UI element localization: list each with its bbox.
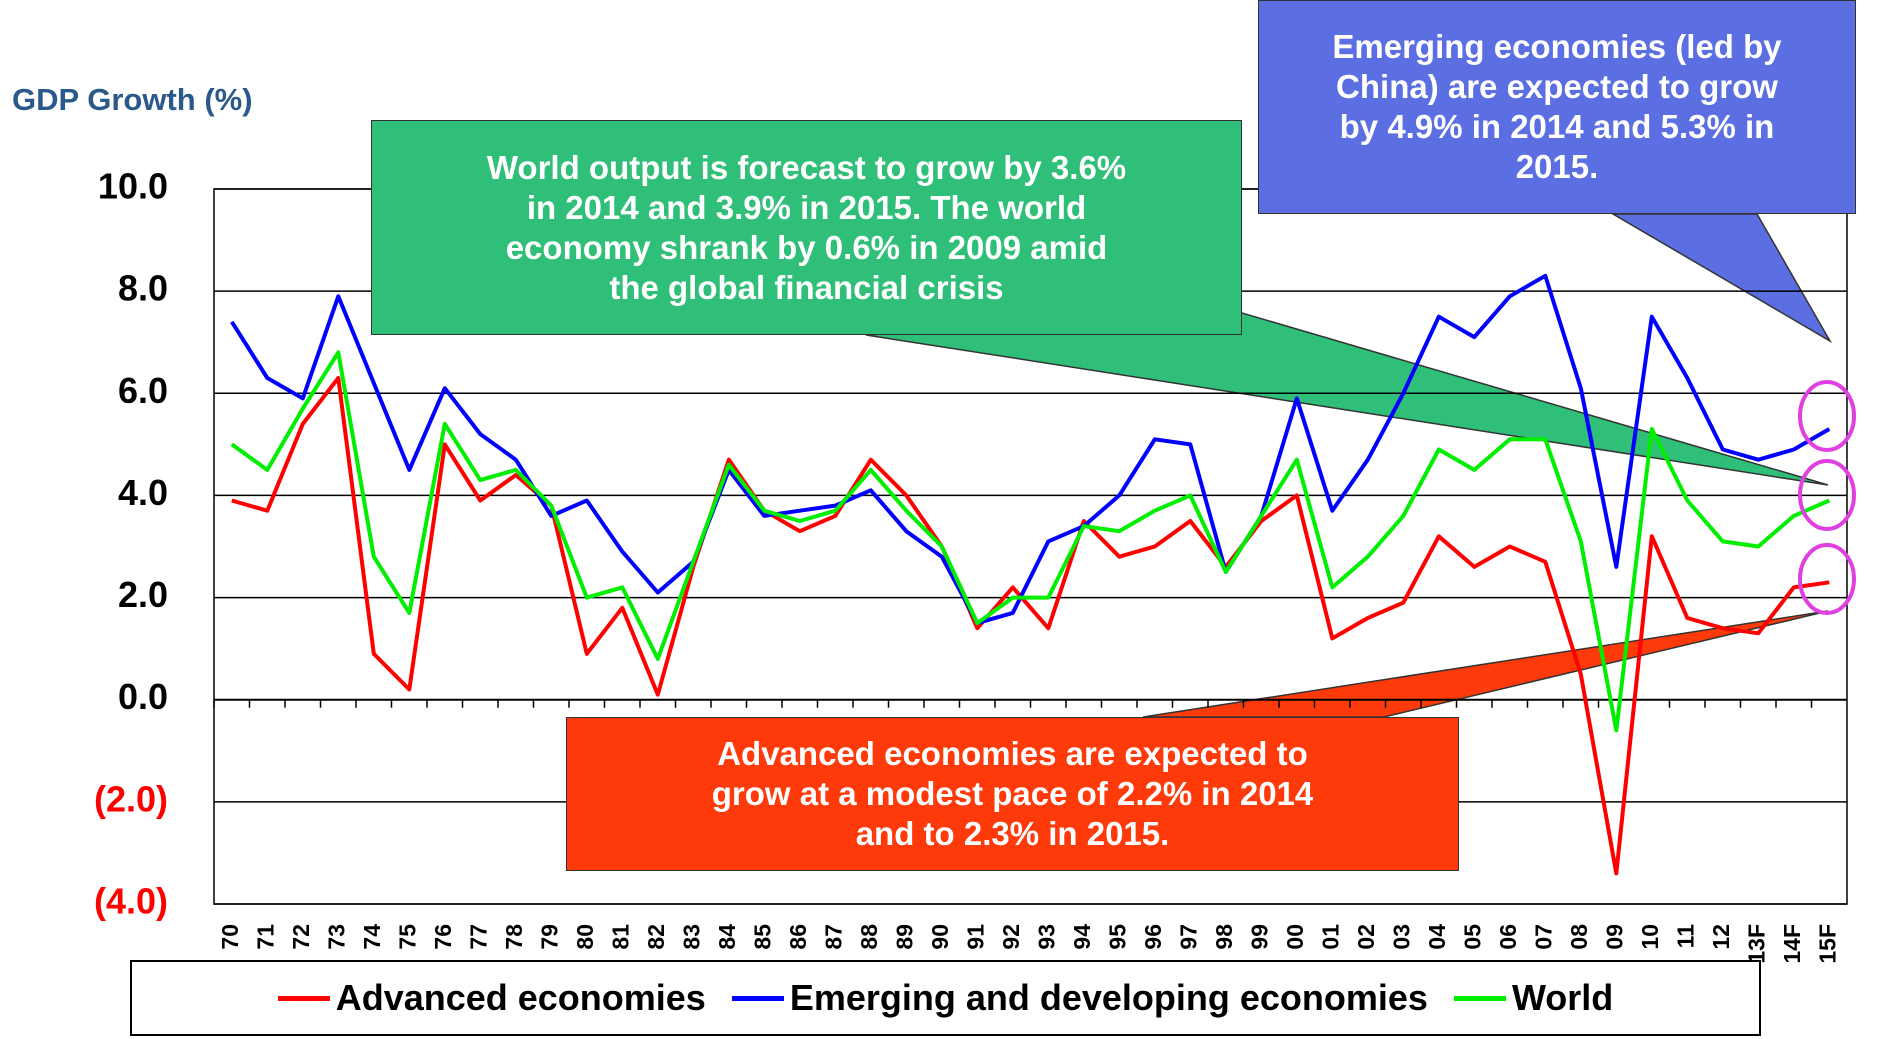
x-tick-label: 86 xyxy=(785,924,811,950)
x-tick-label: 72 xyxy=(288,924,314,950)
x-tick-label: 71 xyxy=(252,924,278,950)
x-tick-label: 10 xyxy=(1637,924,1663,950)
highlight-circle xyxy=(1798,543,1856,615)
x-tick-label: 11 xyxy=(1672,924,1698,949)
callout-box: World output is forecast to grow by 3.6%… xyxy=(371,120,1242,335)
x-tick-label: 97 xyxy=(1175,924,1201,950)
x-tick-label: 80 xyxy=(572,924,598,950)
legend-swatch xyxy=(277,995,330,1001)
x-tick-label: 84 xyxy=(714,924,740,950)
x-tick-label: 02 xyxy=(1353,924,1379,950)
x-tick-label: 70 xyxy=(217,924,243,950)
callout-text: and to 2.3% in 2015. xyxy=(855,815,1170,852)
legend-swatch xyxy=(1453,995,1506,1001)
legend-swatch xyxy=(731,995,784,1001)
callout-text: 2015. xyxy=(1515,148,1599,185)
x-tick-label: 79 xyxy=(536,924,562,950)
series-line xyxy=(230,273,1831,626)
x-tick-label: 91 xyxy=(962,924,988,950)
x-tick-label: 98 xyxy=(1211,924,1237,950)
legend-label: Emerging and developing economies xyxy=(789,977,1428,1018)
x-tick-label: 07 xyxy=(1530,924,1556,950)
callout-text: in 2014 and 3.9% in 2015. The world xyxy=(526,188,1087,226)
x-tick-label: 90 xyxy=(927,924,953,950)
y-tick-label: (4.0) xyxy=(94,881,168,922)
callout-text: the global financial crisis xyxy=(609,268,1004,306)
x-tick-label: 78 xyxy=(501,924,527,950)
callout-text: World output is forecast to grow by 3.6% xyxy=(486,148,1127,186)
highlight-circle xyxy=(1798,459,1856,531)
x-tick-label: 04 xyxy=(1424,924,1450,950)
x-tick-label: 13F xyxy=(1743,924,1769,964)
y-tick-label: 0.0 xyxy=(118,676,168,717)
x-tick-label: 83 xyxy=(678,924,704,950)
x-tick-label: 74 xyxy=(359,924,385,950)
x-tick-label: 03 xyxy=(1388,924,1414,950)
callout-text: Emerging economies (led by xyxy=(1332,28,1782,65)
legend-label: Advanced economies xyxy=(335,977,706,1018)
x-tick-label: 92 xyxy=(998,924,1024,950)
x-tick-label: 15F xyxy=(1814,924,1840,964)
callout-text: grow at a modest pace of 2.2% in 2014 xyxy=(711,775,1314,812)
x-tick-label: 75 xyxy=(394,924,420,950)
callout-text: by 4.9% in 2014 and 5.3% in xyxy=(1339,108,1775,145)
x-tick-label: 76 xyxy=(430,924,456,950)
x-tick-label: 94 xyxy=(1069,924,1095,950)
legend-item: Emerging and developing economies xyxy=(731,977,1428,1019)
callout-pointer xyxy=(865,312,1829,486)
callout-text: economy shrank by 0.6% in 2009 amid xyxy=(505,228,1108,266)
x-tick-label: 73 xyxy=(323,924,349,950)
y-tick-label: 4.0 xyxy=(118,472,168,513)
x-tick-label: 88 xyxy=(856,924,882,950)
x-tick-label: 12 xyxy=(1708,924,1734,950)
y-tick-label: (2.0) xyxy=(94,778,168,819)
highlight-circle xyxy=(1798,380,1856,452)
x-tick-label: 14F xyxy=(1779,924,1805,964)
y-tick-label: 6.0 xyxy=(118,370,168,411)
legend-item: World xyxy=(1453,977,1614,1019)
callout-pointer xyxy=(1610,213,1833,344)
legend-item: Advanced economies xyxy=(277,977,706,1019)
callout-box: Emerging economies (led by China) are exp… xyxy=(1258,0,1856,214)
x-tick-label: 85 xyxy=(749,924,775,950)
x-tick-label: 08 xyxy=(1566,924,1592,950)
x-tick-label: 89 xyxy=(891,924,917,950)
callout-text: China) are expected to grow xyxy=(1336,68,1778,105)
x-tick-label: 05 xyxy=(1459,924,1485,950)
callout-text: Advanced economies are expected to xyxy=(717,735,1308,772)
y-tick-label: 10.0 xyxy=(98,166,168,207)
callout-box: Advanced economies are expected to grow a… xyxy=(566,717,1459,871)
legend: Advanced economies Emerging and developin… xyxy=(130,960,1761,1036)
x-tick-label: 99 xyxy=(1246,924,1272,950)
x-tick-label: 06 xyxy=(1495,924,1521,950)
series-line xyxy=(231,376,1830,876)
legend-label: World xyxy=(1511,977,1614,1018)
x-tick-label: 01 xyxy=(1317,924,1343,950)
x-tick-label: 09 xyxy=(1601,924,1627,950)
x-tick-label: 93 xyxy=(1033,924,1059,950)
x-tick-label: 87 xyxy=(820,924,846,950)
x-tick-label: 95 xyxy=(1104,924,1130,950)
x-tick-label: 82 xyxy=(643,924,669,950)
y-axis-label: GDP Growth (%) xyxy=(12,82,253,117)
x-tick-label: 81 xyxy=(607,924,633,950)
x-tick-label: 96 xyxy=(1140,924,1166,950)
x-tick-label: 77 xyxy=(465,924,491,950)
y-tick-label: 8.0 xyxy=(118,268,168,309)
series-line xyxy=(230,350,1831,733)
y-tick-label: 2.0 xyxy=(118,574,168,615)
x-tick-label: 00 xyxy=(1282,924,1308,950)
